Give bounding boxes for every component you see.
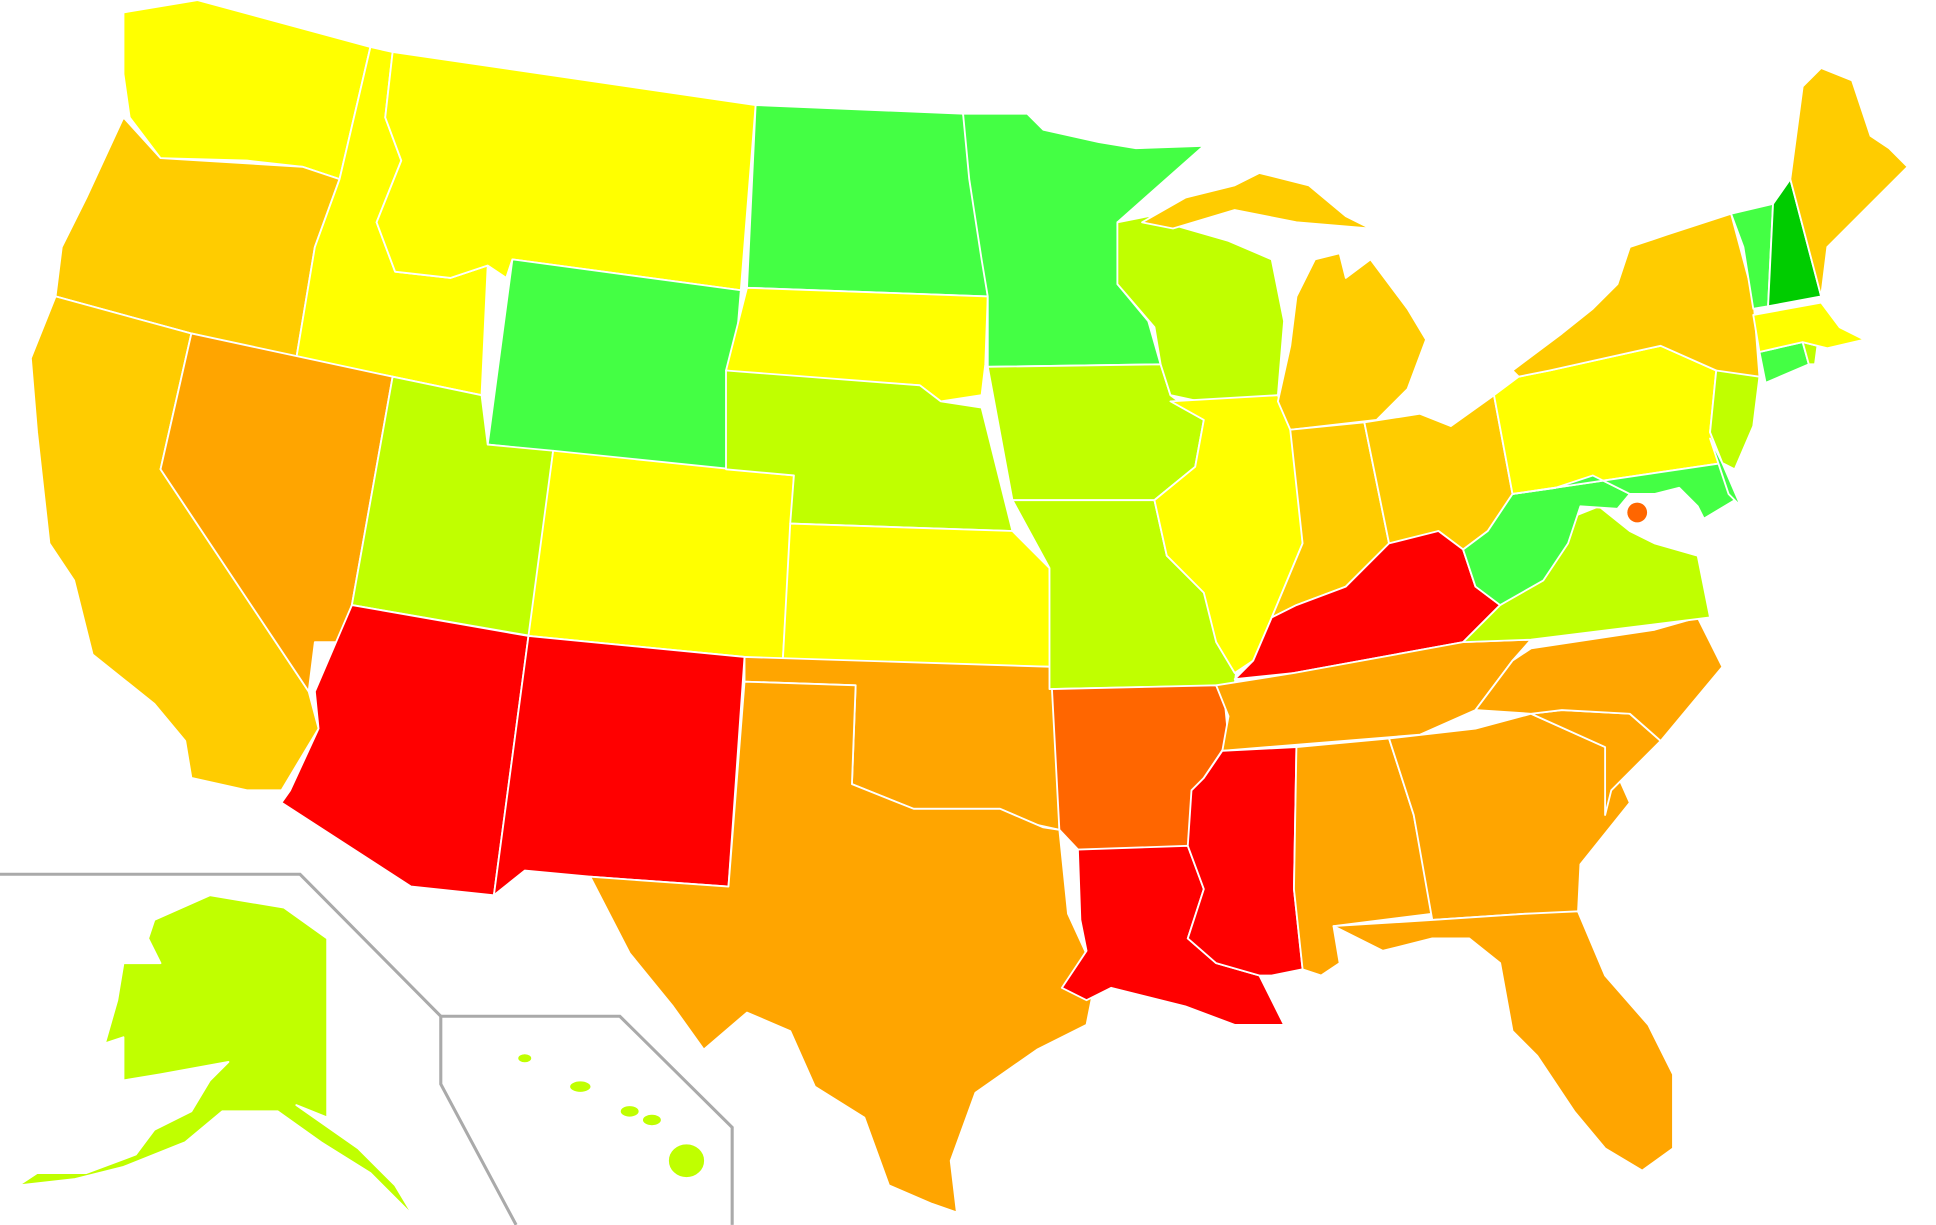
state-hi[interactable] bbox=[568, 1079, 593, 1094]
district-dc-marker[interactable] bbox=[1627, 502, 1648, 523]
state-wy[interactable] bbox=[486, 258, 742, 471]
state-co[interactable] bbox=[527, 449, 795, 662]
state-ak[interactable] bbox=[17, 894, 415, 1218]
state-ma[interactable] bbox=[1752, 301, 1866, 353]
state-fl[interactable] bbox=[1332, 910, 1674, 1172]
state-me[interactable] bbox=[1789, 67, 1909, 298]
state-nm[interactable] bbox=[492, 635, 746, 897]
state-ks[interactable] bbox=[781, 522, 1053, 668]
state-ga[interactable] bbox=[1388, 712, 1631, 921]
state-hi[interactable] bbox=[641, 1112, 663, 1128]
state-nj[interactable] bbox=[1709, 369, 1761, 471]
state-mi[interactable] bbox=[1141, 172, 1372, 230]
state-nd[interactable] bbox=[746, 104, 989, 298]
state-az[interactable] bbox=[280, 604, 530, 897]
state-hi[interactable] bbox=[618, 1104, 641, 1119]
state-vt[interactable] bbox=[1730, 202, 1774, 310]
state-mi[interactable] bbox=[1276, 252, 1427, 431]
state-mt[interactable] bbox=[375, 51, 757, 292]
state-hi[interactable] bbox=[516, 1052, 534, 1065]
state-wa[interactable] bbox=[122, 0, 372, 181]
state-tx[interactable] bbox=[589, 680, 1098, 1214]
state-hi[interactable] bbox=[667, 1142, 706, 1179]
hawaii-inset-border bbox=[440, 1014, 734, 1225]
state-nc[interactable] bbox=[1474, 616, 1724, 742]
state-ms[interactable] bbox=[1186, 746, 1304, 977]
